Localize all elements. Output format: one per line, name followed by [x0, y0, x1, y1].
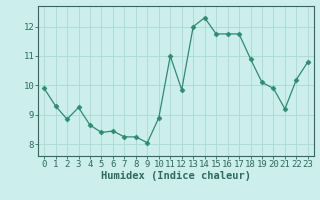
X-axis label: Humidex (Indice chaleur): Humidex (Indice chaleur) [101, 171, 251, 181]
